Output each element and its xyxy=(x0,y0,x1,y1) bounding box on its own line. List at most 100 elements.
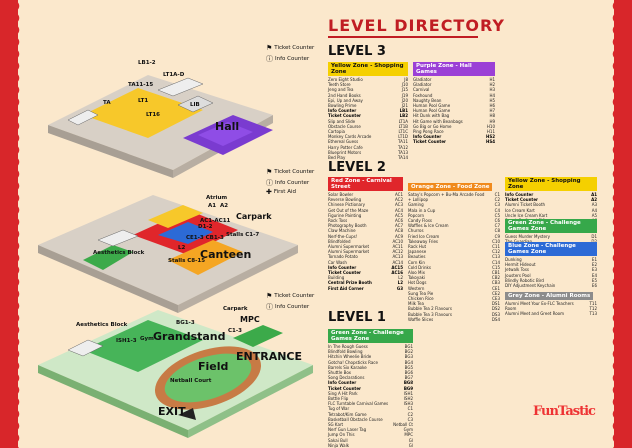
zone-list: Orange Zone - Food Zone Satay's Popcorn +… xyxy=(408,173,500,322)
zone-list-item: Jetwalk Toss E3 xyxy=(505,267,597,272)
map-label-hall: Hall xyxy=(215,120,240,133)
booth-code: BG5 xyxy=(404,364,413,370)
booth-code: C13 xyxy=(492,254,500,260)
map-label-ta: TA xyxy=(103,100,111,106)
booth-code: A4 xyxy=(591,207,597,213)
zone-list-item: Western CE1 xyxy=(408,286,500,291)
booth-name: Candy Floss xyxy=(408,218,432,224)
map-label-aesthetics-l1: Aesthetics Block xyxy=(76,322,128,328)
booth-code: H5 xyxy=(489,97,495,103)
booth-code: LB1 xyxy=(399,108,408,114)
booth-code: C14 xyxy=(492,259,500,265)
zone-list-item: Info Counter BG8 xyxy=(328,380,413,385)
zone-list-item: Slip and Slide LT1A xyxy=(328,119,408,124)
map-label-netball: Netball Court xyxy=(170,378,212,384)
booth-code: C12 xyxy=(492,249,500,255)
map-label-atrium: Atrium xyxy=(206,195,228,201)
map-label-ta11: TA11-15 xyxy=(128,82,154,88)
booth-name: Sing A Hit Park xyxy=(328,390,358,396)
booth-code: AC3 xyxy=(394,202,403,208)
zone-list-item: The Guardian D2 xyxy=(505,239,597,244)
zone-list-item: Ninja Walk Gl xyxy=(328,443,413,448)
booth-code: H11 xyxy=(486,129,495,135)
booth-name: Hit Game with Beanbags xyxy=(413,118,463,124)
booth-code: LB2 xyxy=(399,113,408,119)
zone-header: Purple Zone - Hall Games xyxy=(413,62,495,76)
booth-code: ISH2 xyxy=(403,396,413,402)
funtastic-logo: FunTastic xyxy=(533,404,596,419)
booth-code: LT1A xyxy=(398,118,408,124)
booth-name: Building xyxy=(328,275,345,281)
zone-list-item: Hit Dunk with Bag H8 xyxy=(413,113,495,118)
booth-code: C1 xyxy=(494,192,500,197)
zone-list-item: + Lollipop C2 xyxy=(408,197,500,202)
zone-list-item: Blindfolded AC10 xyxy=(328,239,403,244)
zone-list-item: Zero Eight Studio J8 xyxy=(328,77,408,82)
zone-list-item: Sung Tea Pie CE2 xyxy=(408,291,500,296)
booth-name: Ice Cream Kart xyxy=(505,207,535,213)
zone-list-item: Ice Cream Kart A4 xyxy=(505,208,597,213)
ticket-icon: ⚑ xyxy=(266,292,273,300)
zone-list-item: Bubble Tea 3 Flavours DS3 xyxy=(408,312,500,317)
zone-header: Yellow Zone - Shopping Zone xyxy=(328,62,408,76)
booth-code: BG8 xyxy=(403,380,413,386)
booth-code: BG7 xyxy=(404,375,413,381)
booth-code: LT1C xyxy=(398,129,408,135)
booth-name: Gladiator xyxy=(413,77,432,82)
legend-info-l2: ⓘ Info Counter xyxy=(266,179,310,187)
booth-code: ISH3 xyxy=(403,401,413,407)
zone-list-item: Satay's Popcorn + Bu-Ma Arcade Food C1 xyxy=(408,192,500,197)
booth-code: H9 xyxy=(489,118,495,124)
zone-list-item: Ping Pong Race H11 xyxy=(413,129,495,134)
booth-code: E5 xyxy=(591,277,597,283)
booth-name: Go Big or Go Home xyxy=(413,123,452,129)
booth-name: Alumni Supermarket xyxy=(328,244,370,250)
zone-list-item: Blindly Robotic Bird E5 xyxy=(505,278,597,283)
booth-name: Western xyxy=(408,285,425,291)
map-label-lt1: LT1 xyxy=(138,98,149,104)
booth-name: Cold Drinks xyxy=(408,264,431,270)
isometric-map: LB1-2 TA TA11-15 LT1 LT1A-D LT16 LIB Hal… xyxy=(28,20,328,440)
booth-code: C5 xyxy=(494,212,500,218)
booth-name: Carnival xyxy=(413,87,430,93)
legend-ticket-l1: ⚑ Ticket Counter xyxy=(266,292,315,300)
ticket-icon: ⚑ xyxy=(266,168,273,176)
level3-yellow-zone xyxy=(83,88,203,138)
zone-list-item: Ticket Counter HS4 xyxy=(413,139,495,144)
booth-code: C7 xyxy=(494,223,500,229)
zone-list-item: Monkey Cards Arcade LT1D xyxy=(328,134,408,139)
booth-name: Reverse Bowling xyxy=(328,197,362,203)
zone-list-item: Shuttle Box BG6 xyxy=(328,370,413,375)
booth-name: Ticket Counter xyxy=(328,113,362,119)
booth-code: AC16 xyxy=(391,270,403,276)
booth-name: Info Counter xyxy=(328,264,357,270)
booth-code: H10 xyxy=(486,123,495,129)
map-label-isl: ISH1-3 xyxy=(116,338,137,344)
zone-list-item: Bed Play TA14 xyxy=(328,155,408,160)
booth-name: Get Out of the Maze xyxy=(328,207,369,213)
booth-code: H8 xyxy=(489,113,495,119)
booth-code: D2 xyxy=(591,239,597,244)
booth-code: D1 xyxy=(591,234,597,239)
zone-list: Blue Zone - Challenge Games Zone Dunking E… xyxy=(505,238,597,288)
zone-list-item: Basketball Obstacle Course C3 xyxy=(328,417,413,422)
booth-name: Solar Bowler xyxy=(328,192,354,197)
zone-header: Green Zone - Challenge Games Zone xyxy=(328,329,413,343)
zone-list-item: Figurine Painting AC5 xyxy=(328,213,403,218)
booth-code: AC14 xyxy=(392,259,403,265)
map-label-lib: LIB xyxy=(190,102,200,108)
zone-list: Purple Zone - Hall Games Gladiator H1 Gladi… xyxy=(413,58,495,145)
map-label-exit: EXIT xyxy=(158,405,186,418)
zone-list-item: Tornado Potato AC13 xyxy=(328,254,403,259)
booth-name: Bowling Prime xyxy=(328,103,357,109)
booth-name: Aloo Mix xyxy=(408,270,425,276)
booth-code: C6 xyxy=(494,218,500,224)
booth-name: Takoyaki xyxy=(408,275,426,281)
booth-code: TA14 xyxy=(398,155,408,161)
booth-code: L2 xyxy=(397,280,403,286)
booth-code: ISH1 xyxy=(403,390,413,396)
zone-list-item: Dunking E1 xyxy=(505,257,597,262)
booth-name: Blindly Robotic Bird xyxy=(505,277,544,283)
right-scallop-edge xyxy=(608,0,618,448)
booth-code: AC15 xyxy=(391,264,403,270)
